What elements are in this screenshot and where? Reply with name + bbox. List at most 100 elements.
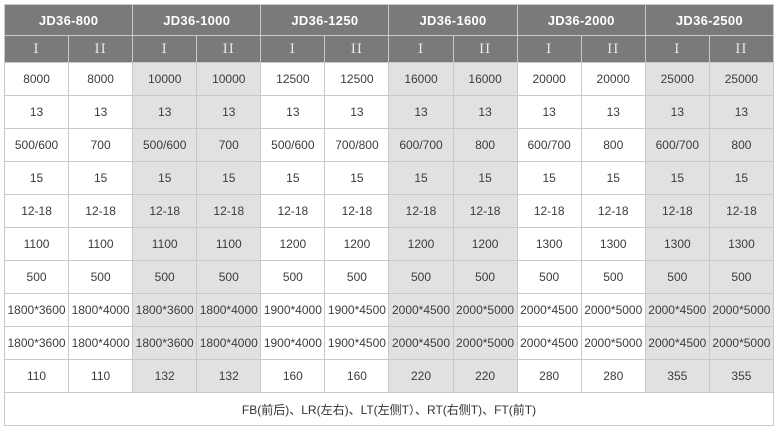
table-cell: 160 [260, 359, 326, 393]
table-cell: 25000 [644, 62, 710, 96]
table-cell: 1100 [132, 227, 198, 261]
table-cell: 1200 [388, 227, 454, 261]
table-row: 13 13 13 13 13 13 13 13 13 13 13 13 [3, 95, 775, 129]
table-cell: 10000 [196, 62, 262, 96]
model-header-row: JD36-800 JD36-1000 JD36-1250 JD36-1600 JD36-… [3, 4, 775, 36]
table-cell: 800 [580, 128, 646, 162]
table-cell: 15 [196, 161, 262, 195]
table-cell: 700 [196, 128, 262, 162]
table-cell: 12-18 [68, 194, 134, 228]
table-cell: 220 [452, 359, 518, 393]
subcolumn-header: II [324, 35, 390, 63]
subcolumn-header: I [388, 35, 454, 63]
table-cell: 20000 [516, 62, 582, 96]
table-cell: 2000*4500 [516, 326, 582, 360]
table-cell: 8000 [3, 62, 70, 96]
column-group-header: JD36-800 [3, 4, 134, 36]
table-cell: 500 [452, 260, 518, 294]
table-cell: 15 [260, 161, 326, 195]
table-row: 8000 8000 10000 10000 12500 12500 16000 16000 20… [3, 62, 775, 96]
table-cell: 1900*4000 [260, 326, 326, 360]
table-cell: 12-18 [708, 194, 775, 228]
table-cell: 500 [132, 260, 198, 294]
table-cell: 2000*4500 [388, 293, 454, 327]
table-cell: 500 [68, 260, 134, 294]
table-cell: 2000*4500 [644, 293, 710, 327]
footer-note: FB(前后)、LR(左右)、LT(左侧T）、RT(右侧T)、FT(前T) [4, 392, 774, 426]
table-cell: 12-18 [580, 194, 646, 228]
table-cell: 500 [324, 260, 390, 294]
table-cell: 12-18 [196, 194, 262, 228]
table-cell: 1100 [3, 227, 70, 261]
table-cell: 500 [3, 260, 70, 294]
table-cell: 12-18 [452, 194, 518, 228]
table-cell: 600/700 [388, 128, 454, 162]
table-cell: 132 [196, 359, 262, 393]
table-cell: 15 [708, 161, 775, 195]
subcolumn-header: I [3, 35, 70, 63]
table-cell: 280 [516, 359, 582, 393]
subcolumn-header: I [516, 35, 582, 63]
table-cell: 8000 [68, 62, 134, 96]
table-cell: 1900*4500 [324, 293, 390, 327]
table-cell: 15 [132, 161, 198, 195]
table-cell: 500/600 [260, 128, 326, 162]
subcolumn-header: II [708, 35, 775, 63]
table-cell: 15 [580, 161, 646, 195]
table-row: 1100 1100 1100 1100 1200 1200 1200 1200 1300 1300… [3, 227, 775, 261]
table-cell: 700 [68, 128, 134, 162]
table-cell: 12-18 [260, 194, 326, 228]
table-cell: 600/700 [516, 128, 582, 162]
table-cell: 13 [580, 95, 646, 129]
table-cell: 12-18 [3, 194, 70, 228]
table-row: 1800*3600 1800*4000 1800*3600 1800*4000 1900… [3, 293, 775, 327]
table-body: 8000 8000 10000 10000 12500 12500 16000 16000 20… [3, 62, 775, 393]
table-cell: 2000*5000 [708, 326, 775, 360]
table-cell: 1800*4000 [196, 326, 262, 360]
footer-row: FB(前后)、LR(左右)、LT(左侧T）、RT(右侧T)、FT(前T) [4, 392, 774, 426]
column-group-header: JD36-2000 [516, 4, 646, 36]
subcolumn-header: II [580, 35, 646, 63]
table-cell: 1200 [324, 227, 390, 261]
table-row: 15 15 15 15 15 15 15 15 15 15 15 15 [3, 161, 775, 195]
table-cell: 220 [388, 359, 454, 393]
table-cell: 500/600 [132, 128, 198, 162]
table-cell: 1200 [260, 227, 326, 261]
table-cell: 1800*4000 [196, 293, 262, 327]
table-cell: 13 [516, 95, 582, 129]
table-cell: 1900*4500 [324, 326, 390, 360]
table-row: 12-18 12-18 12-18 12-18 12-18 12-18 12-18 12-18… [3, 194, 775, 228]
subcolumn-header: II [196, 35, 262, 63]
table-cell: 20000 [580, 62, 646, 96]
subcolumn-header: I [260, 35, 326, 63]
table-cell: 12-18 [324, 194, 390, 228]
table-cell: 700/800 [324, 128, 390, 162]
table-cell: 2000*5000 [580, 293, 646, 327]
table-cell: 16000 [388, 62, 454, 96]
table-cell: 13 [452, 95, 518, 129]
subcolumn-header: II [68, 35, 134, 63]
table-cell: 12-18 [132, 194, 198, 228]
table-cell: 1100 [68, 227, 134, 261]
table-cell: 13 [708, 95, 775, 129]
table-cell: 25000 [708, 62, 775, 96]
table-cell: 500 [196, 260, 262, 294]
table-cell: 355 [708, 359, 775, 393]
table-cell: 13 [324, 95, 390, 129]
table-cell: 1800*3600 [132, 326, 198, 360]
table-cell: 2000*5000 [580, 326, 646, 360]
column-group-header: JD36-1000 [132, 4, 262, 36]
table-cell: 12-18 [644, 194, 710, 228]
table-cell: 500 [644, 260, 710, 294]
table-cell: 500 [260, 260, 326, 294]
table-cell: 1800*3600 [3, 293, 70, 327]
table-cell: 110 [68, 359, 134, 393]
table-header: JD36-800 JD36-1000 JD36-1250 JD36-1600 JD36-… [3, 4, 775, 63]
table-cell: 16000 [452, 62, 518, 96]
table-cell: 280 [580, 359, 646, 393]
table-cell: 15 [68, 161, 134, 195]
table-cell: 1900*4000 [260, 293, 326, 327]
table-cell: 1300 [516, 227, 582, 261]
table-cell: 2000*5000 [452, 326, 518, 360]
